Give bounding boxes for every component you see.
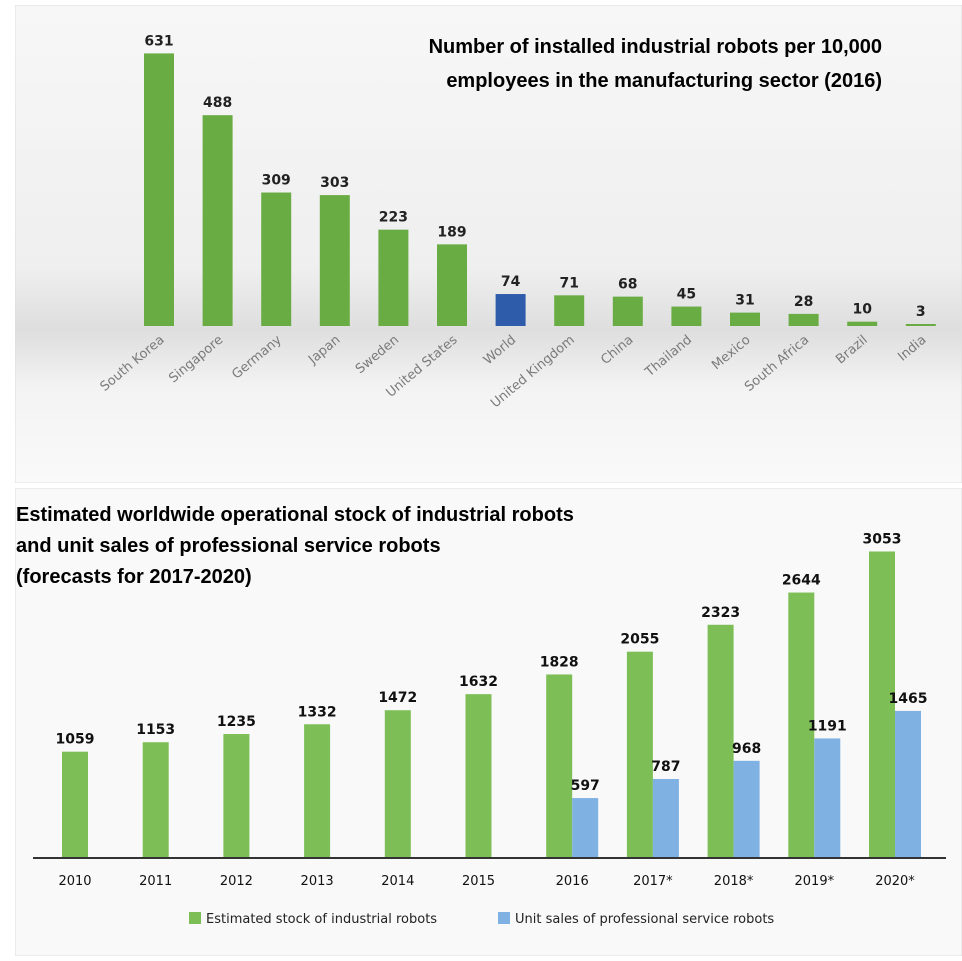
x-tick-2018: 2018* (714, 874, 754, 889)
bar-unit-sales-of-professional-service-robots-2019 (814, 738, 841, 858)
bar-estimated-stock-of-industrial-robots-2012 (223, 734, 250, 858)
bar-japan (319, 195, 350, 326)
value-label-unit-sales-of-professional-service-robots-2018: 968 (732, 741, 761, 757)
x-tick-2017: 2017* (633, 874, 673, 889)
value-label-estimated-stock-of-industrial-robots-2012: 1235 (217, 714, 256, 730)
x-tick-2020: 2020* (875, 874, 915, 889)
value-label-south-korea: 631 (144, 33, 173, 49)
value-label-sweden: 223 (379, 210, 408, 226)
bar-unit-sales-of-professional-service-robots-2020 (895, 710, 921, 858)
value-label-estimated-stock-of-industrial-robots-2015: 1632 (459, 674, 498, 690)
value-label-china: 68 (618, 277, 637, 293)
value-label-estimated-stock-of-industrial-robots-2019: 2644 (782, 573, 821, 589)
value-label-japan: 303 (320, 175, 349, 191)
value-label-united-kingdom: 71 (559, 275, 578, 291)
bar-estimated-stock-of-industrial-robots-2018 (707, 624, 734, 858)
legend-swatch-service (498, 912, 510, 924)
bar-estimated-stock-of-industrial-robots-2017 (626, 651, 653, 858)
value-label-mexico: 31 (735, 293, 754, 309)
value-label-estimated-stock-of-industrial-robots-2011: 1153 (136, 722, 175, 738)
x-tick-2010: 2010 (58, 874, 91, 889)
value-label-estimated-stock-of-industrial-robots-2014: 1472 (378, 690, 417, 706)
value-label-estimated-stock-of-industrial-robots-2010: 1059 (56, 732, 95, 748)
value-label-world: 74 (501, 274, 521, 290)
bar-india (905, 324, 936, 326)
value-label-south-africa: 28 (794, 294, 813, 310)
x-tick-2015: 2015 (462, 874, 495, 889)
bar-thailand (671, 306, 702, 326)
value-label-brazil: 10 (852, 302, 872, 318)
bar-estimated-stock-of-industrial-robots-2013 (304, 724, 331, 858)
bar-germany (261, 192, 292, 326)
value-label-thailand: 45 (677, 287, 696, 303)
value-label-unit-sales-of-professional-service-robots-2019: 1191 (808, 718, 847, 734)
value-label-estimated-stock-of-industrial-robots-2018: 2323 (701, 605, 740, 621)
value-label-unit-sales-of-professional-service-robots-2017: 787 (651, 759, 680, 775)
value-label-india: 3 (916, 304, 926, 320)
robot-stock-chart: Estimated worldwide operational stock of… (14, 487, 962, 957)
bar-unit-sales-of-professional-service-robots-2016 (572, 798, 599, 858)
value-label-estimated-stock-of-industrial-robots-2013: 1332 (298, 704, 337, 720)
x-tick-2011: 2011 (139, 874, 172, 889)
value-label-singapore: 488 (203, 95, 232, 111)
robot-density-chart: Number of installed industrial robots pe… (14, 4, 962, 484)
x-tick-2013: 2013 (301, 874, 334, 889)
bar-mexico (730, 312, 760, 326)
bar-united-states (437, 244, 467, 326)
bar-south-africa (788, 313, 819, 326)
bar-south-korea (144, 53, 174, 327)
bar-estimated-stock-of-industrial-robots-2010 (62, 751, 88, 858)
bar-estimated-stock-of-industrial-robots-2011 (142, 742, 169, 858)
bar-world (495, 294, 526, 326)
bar-united-kingdom (554, 295, 585, 326)
x-tick-2019: 2019* (795, 874, 835, 889)
value-label-unit-sales-of-professional-service-robots-2016: 597 (571, 778, 600, 794)
bar-unit-sales-of-professional-service-robots-2017 (652, 778, 679, 858)
value-label-united-states: 189 (437, 224, 466, 240)
value-label-estimated-stock-of-industrial-robots-2016: 1828 (540, 654, 579, 670)
bar-estimated-stock-of-industrial-robots-2014 (384, 710, 411, 858)
legend-label-industrial: Estimated stock of industrial robots (206, 912, 437, 927)
bar-estimated-stock-of-industrial-robots-2015 (465, 694, 492, 858)
bar-estimated-stock-of-industrial-robots-2020 (869, 551, 895, 858)
chart2-title-line-2: and unit sales of professional service r… (16, 535, 441, 557)
x-tick-2012: 2012 (220, 874, 253, 889)
bar-china (612, 296, 643, 326)
value-label-germany: 309 (262, 173, 291, 189)
value-label-estimated-stock-of-industrial-robots-2020: 3053 (863, 531, 902, 547)
value-label-estimated-stock-of-industrial-robots-2017: 2055 (620, 632, 659, 648)
x-tick-2016: 2016 (556, 874, 589, 889)
chart2-legend: Estimated stock of industrial robots Uni… (189, 912, 774, 927)
legend-label-service: Unit sales of professional service robot… (515, 912, 774, 927)
robot-density-chart-svg: Number of installed industrial robots pe… (14, 4, 962, 484)
chart1-title-line-1: Number of installed industrial robots pe… (429, 36, 882, 58)
bar-unit-sales-of-professional-service-robots-2018 (733, 760, 760, 858)
chart2-title-line-1: Estimated worldwide operational stock of… (16, 504, 574, 526)
bar-sweden (378, 229, 409, 326)
robot-stock-chart-svg: Estimated worldwide operational stock of… (14, 487, 962, 957)
bar-singapore (202, 115, 233, 327)
legend-swatch-industrial (189, 912, 201, 924)
bar-brazil (847, 321, 878, 326)
chart1-title-line-2: employees in the manufacturing sector (2… (446, 70, 882, 92)
bar-estimated-stock-of-industrial-robots-2019 (788, 592, 815, 858)
chart2-title-line-3: (forecasts for 2017-2020) (16, 566, 252, 588)
value-label-unit-sales-of-professional-service-robots-2020: 1465 (889, 691, 928, 707)
x-tick-2014: 2014 (381, 874, 414, 889)
bar-estimated-stock-of-industrial-robots-2016 (546, 674, 573, 858)
